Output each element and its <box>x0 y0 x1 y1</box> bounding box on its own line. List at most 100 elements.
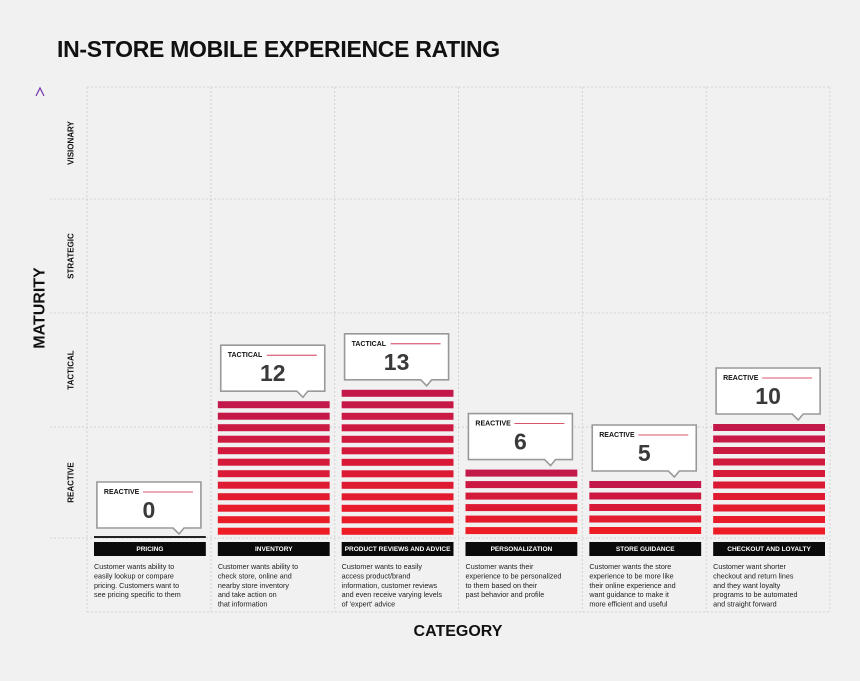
bar-stripe <box>341 389 454 397</box>
bar-stripe <box>217 424 330 432</box>
callout-box <box>219 344 326 399</box>
category-description-line: check store, online and <box>218 571 292 580</box>
callout-value: 10 <box>755 383 781 409</box>
bar-stripe <box>341 504 454 512</box>
bar-stripe <box>217 401 330 409</box>
bar-1 <box>94 536 206 538</box>
bar-stripe <box>713 447 825 454</box>
y-axis-arrow-head <box>35 86 45 97</box>
y-axis-title-bg <box>32 258 48 358</box>
bar-stripe <box>589 492 702 500</box>
bar-stripe <box>713 504 825 512</box>
bar-stripe <box>713 493 825 500</box>
bar-stripe <box>341 527 454 535</box>
category-label: INVENTORY <box>255 546 293 553</box>
y-level-label-visionary: VISIONARY <box>67 120 76 164</box>
category-label: CHECKOUT AND LOYALTY <box>727 546 811 553</box>
category-label-bar <box>341 542 454 556</box>
category-description-line: past behavior and profile <box>466 590 545 599</box>
bar-stripe <box>713 527 825 535</box>
bar-stripe <box>465 515 578 523</box>
bar-stripe <box>217 516 330 524</box>
category-description-line: Customer wants ability to <box>218 562 298 571</box>
bar-stripe <box>341 412 454 420</box>
category-description-line: their online experience and <box>589 581 675 590</box>
callout-level-label: REACTIVE <box>475 421 511 428</box>
category-description-line: Customer wants to easily <box>342 562 423 571</box>
bar-stripe <box>217 527 330 535</box>
chart-title: IN-STORE MOBILE EXPERIENCE RATING <box>57 36 500 62</box>
bar-stripe <box>217 493 330 501</box>
bar-stripe <box>341 401 454 409</box>
category-description-line: Customer wants ability to <box>94 562 174 571</box>
callout-value: 13 <box>384 349 410 375</box>
category-description-line: see pricing specific to them <box>94 590 181 599</box>
callout-box <box>96 481 202 536</box>
bar-stripe <box>589 504 702 511</box>
category-description-line: and take action on <box>218 590 277 599</box>
bar-stripe <box>465 469 578 477</box>
bar-stripe <box>217 504 330 512</box>
category-description-line: Customer wants the store <box>589 562 671 571</box>
callout-box <box>591 424 698 479</box>
bar-stripe <box>713 424 825 431</box>
callout-value: 6 <box>514 429 527 455</box>
bar-stripe <box>465 492 578 500</box>
category-label-bar <box>713 542 825 556</box>
category-label-bar <box>589 542 702 556</box>
bar-stripe <box>341 424 454 432</box>
category-description-line: that information <box>218 600 268 609</box>
category-description-line: of 'expert' advice <box>342 600 396 609</box>
bar-6 <box>713 424 825 535</box>
bars <box>94 389 825 538</box>
bar-stripe <box>217 458 330 466</box>
category-description-line: experience to be more like <box>589 571 673 580</box>
category-description-line: want guidance to make it <box>588 590 669 599</box>
callout-level-label: REACTIVE <box>723 375 759 382</box>
category-description-line: and they want loyalty <box>713 581 781 590</box>
category-description-line: Customer wants their <box>466 562 535 571</box>
y-level-label-strategic: STRATEGIC <box>67 233 76 279</box>
bar-stripe <box>713 516 825 523</box>
bar-stripe <box>589 515 702 523</box>
bar-stripe <box>217 470 330 478</box>
bar-stripe <box>341 458 454 466</box>
bar-stripe <box>589 481 702 488</box>
category-label: STORE GUIDANCE <box>616 546 675 553</box>
category-description-line: programs to be automated <box>713 590 797 599</box>
bar-stripe <box>217 447 330 455</box>
category-label: PERSONALIZATION <box>491 546 553 553</box>
category-description-line: pricing. Customers want to <box>94 581 179 590</box>
category-label-bar <box>217 542 330 556</box>
category-description-line: information, customer reviews <box>342 581 438 590</box>
callout-level-label: TACTICAL <box>352 341 387 348</box>
bar-4 <box>465 469 578 535</box>
y-level-label-reactive: REACTIVE <box>67 462 76 503</box>
category-label-bar <box>465 542 578 556</box>
category-description-line: to them based on their <box>466 581 538 590</box>
category-description-line: easily lookup or compare <box>94 571 174 580</box>
bar-5 <box>589 481 702 534</box>
callout-level-label: TACTICAL <box>228 352 263 359</box>
category-label: PRICING <box>136 546 163 553</box>
bar-stripe <box>713 470 825 477</box>
category-description-line: Customer want shorter <box>713 562 786 571</box>
bar-stripe <box>465 527 578 535</box>
bar-stripe <box>217 412 330 420</box>
category-description-line: checkout and return lines <box>713 571 794 580</box>
callout-level-label: REACTIVE <box>599 432 635 439</box>
bar-3 <box>341 389 454 535</box>
bar-stripe <box>465 481 578 489</box>
bar-stripe <box>341 470 454 478</box>
bar-stripe <box>341 435 454 443</box>
category-label-bar <box>94 542 206 556</box>
x-axis-title: CATEGORY <box>414 623 503 640</box>
